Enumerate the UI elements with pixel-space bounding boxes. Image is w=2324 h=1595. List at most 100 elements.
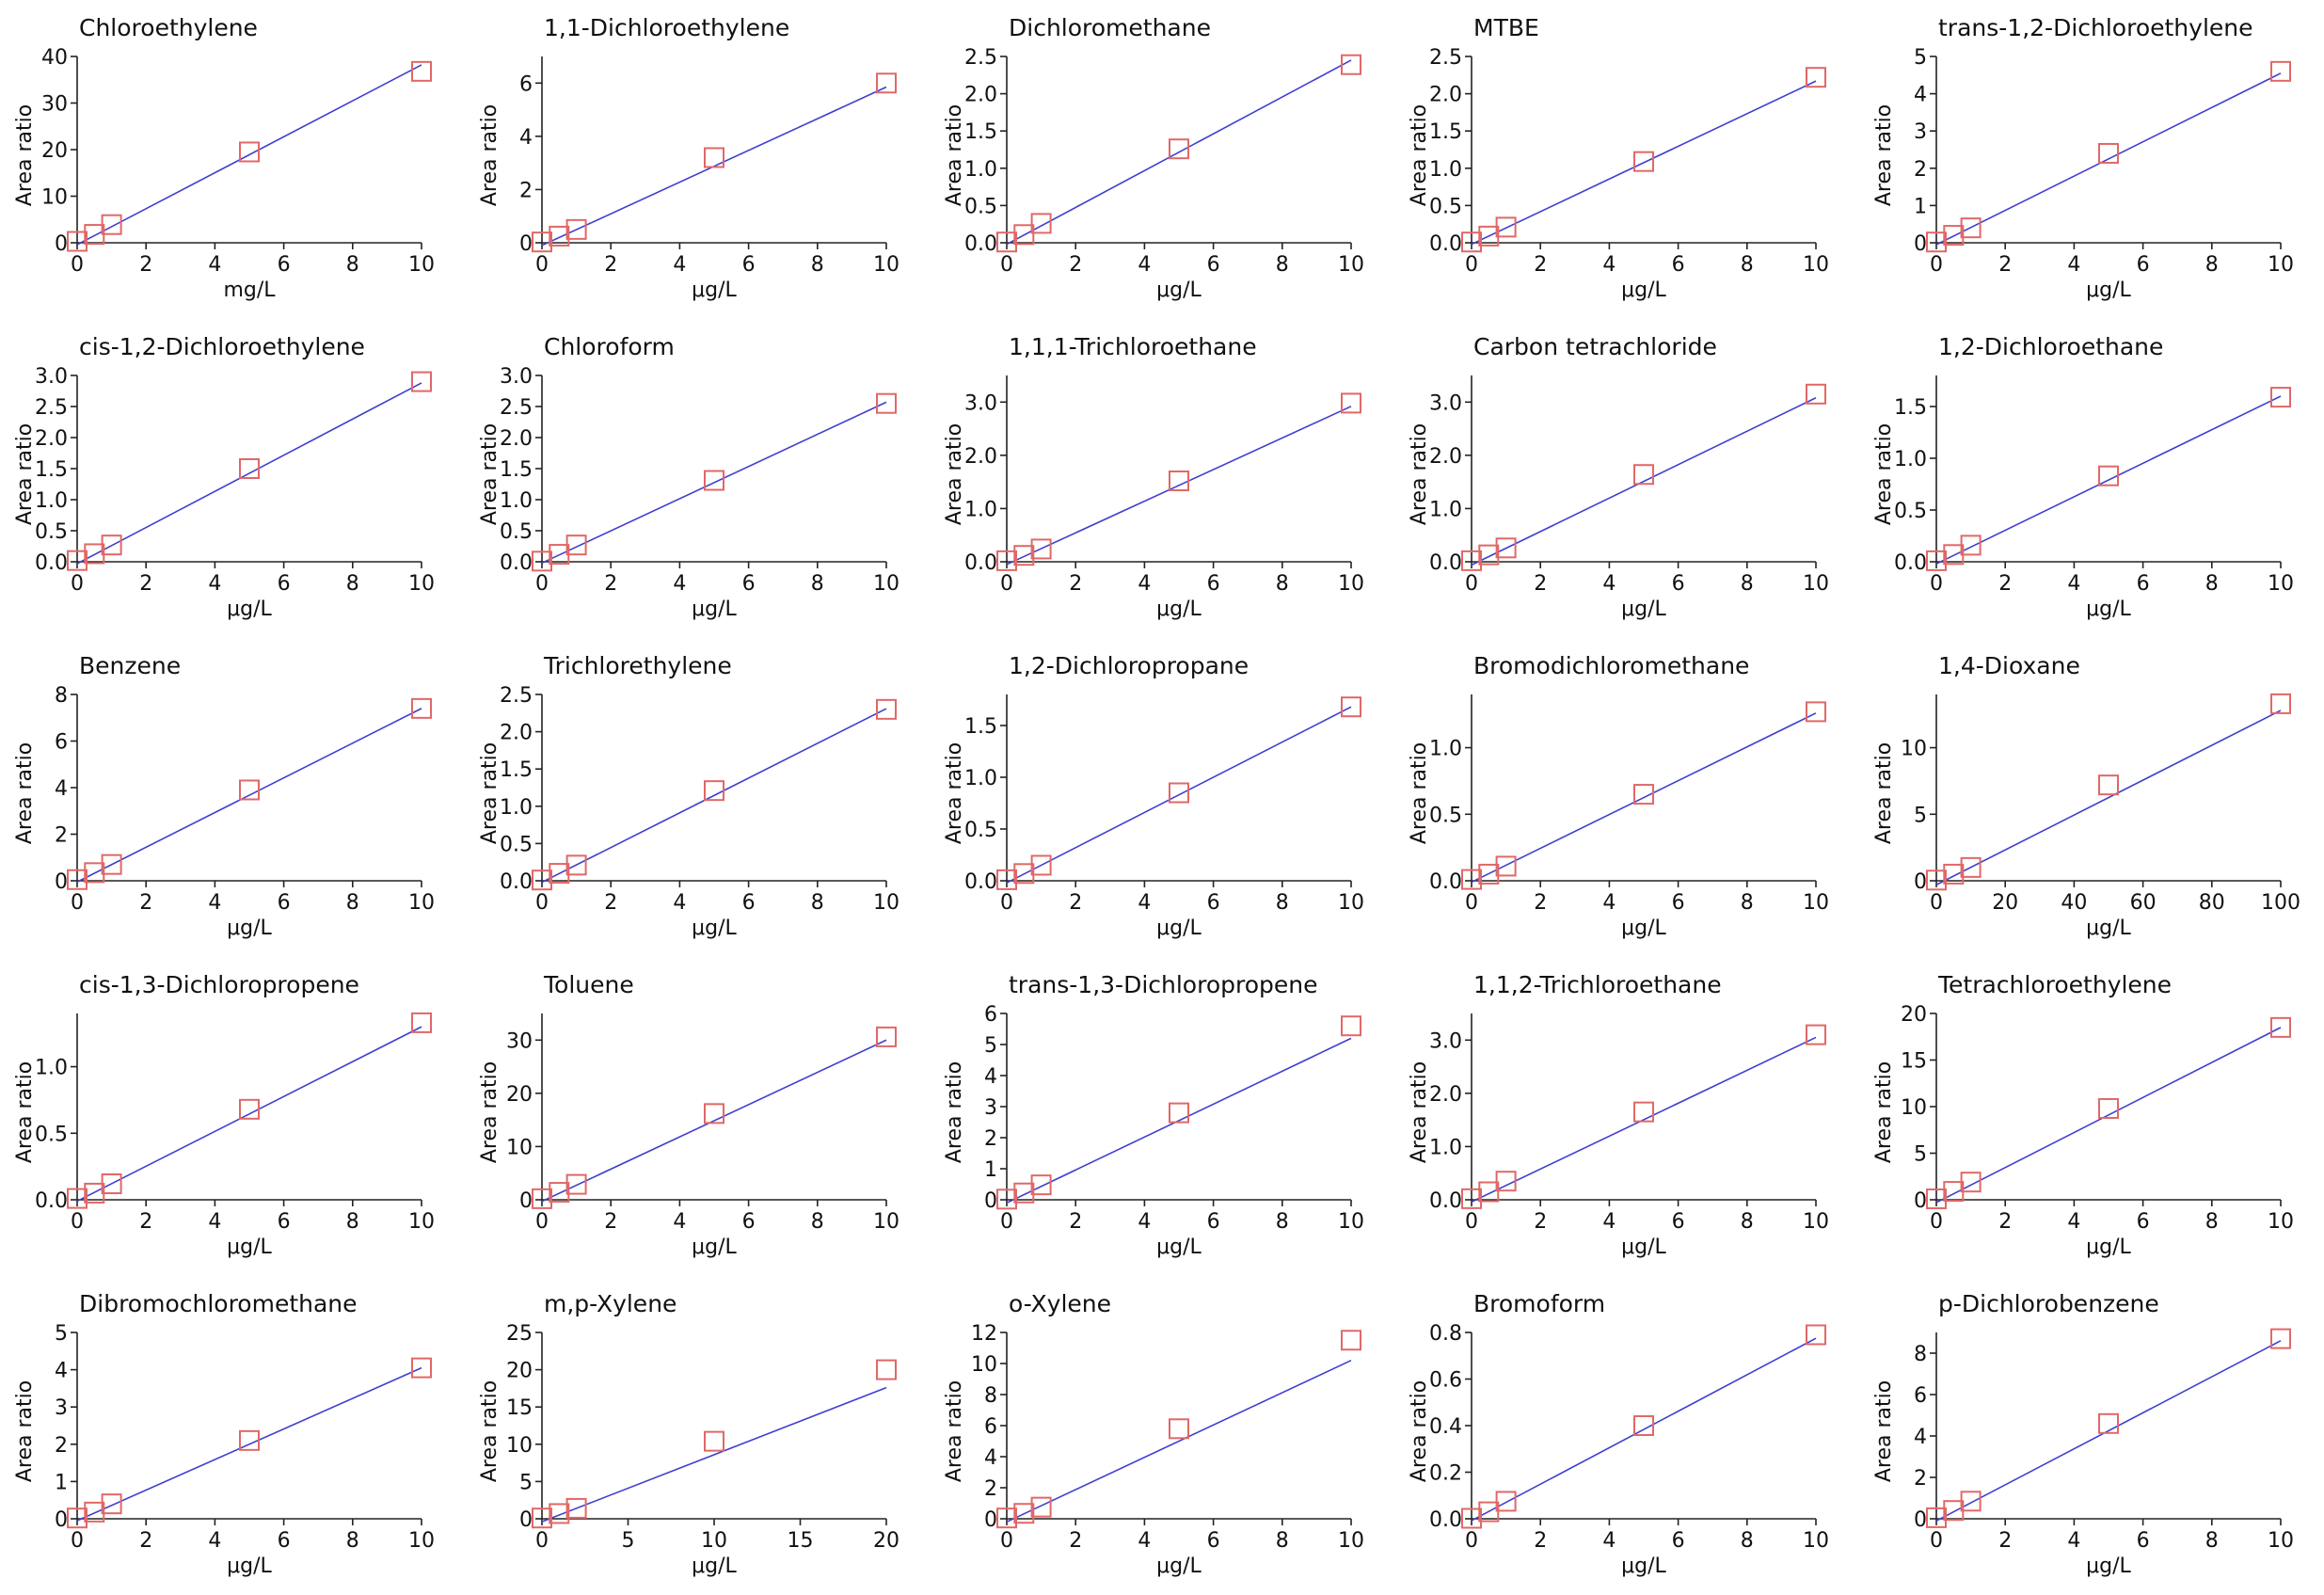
data-point (704, 470, 724, 491)
chart-title: Carbon tetrachloride (1473, 333, 1717, 360)
chart-panel: o-Xylene 0 2 4 6 8 10 12 0 2 4 6 8 10 μg/L Area ratio (930, 1276, 1394, 1595)
regression-line (541, 708, 887, 884)
x-tick-label: 10 (408, 253, 435, 277)
y-axis-label: Area ratio (1872, 742, 1896, 844)
y-tick-label: 0.0 (1429, 232, 1462, 256)
x-axis-label: μg/L (1156, 917, 1202, 940)
data-point (704, 1103, 724, 1124)
y-tick-label: 3 (1914, 120, 1927, 144)
chart-svg: o-Xylene 0 2 4 6 8 10 12 0 2 4 6 8 10 μg/L Area ratio (943, 1290, 1364, 1578)
y-tick-label: 1 (55, 1471, 68, 1494)
chart-panel: Chloroethylene 0 10 20 30 40 0 2 4 6 8 10 mg/L Area r… (0, 0, 465, 319)
y-tick-label: 1.0 (964, 158, 997, 182)
y-tick-label: 2 (55, 1434, 68, 1458)
x-tick-label: 2 (1998, 1529, 2012, 1553)
chart-svg: Chloroethylene 0 10 20 30 40 0 2 4 6 8 10 mg/L Area r… (13, 14, 435, 302)
x-tick-label: 0 (1465, 1210, 1478, 1234)
data-point (67, 1188, 88, 1209)
x-tick-label: 2 (139, 1210, 152, 1234)
data-point (1926, 869, 1947, 891)
chart-svg: Toluene 0 10 20 30 0 2 4 6 8 10 μg/L Area ratio (478, 971, 899, 1259)
y-tick-label: 2.5 (1429, 46, 1462, 70)
regression-line (1006, 1359, 1352, 1523)
data-point (1030, 1496, 1052, 1518)
y-tick-label: 3.0 (1429, 1029, 1462, 1053)
y-tick-label: 2.0 (35, 427, 68, 451)
regression-line (1006, 706, 1352, 884)
x-axis-label: μg/L (1156, 598, 1202, 621)
x-tick-label: 8 (346, 1529, 359, 1553)
y-tick-label: 2.0 (1429, 1083, 1462, 1107)
chart-svg: p-Dichlorobenzene 0 2 4 6 8 0 2 4 6 8 10 μg/L Area ra… (1872, 1290, 2294, 1578)
chart-title: 1,4-Dioxane (1938, 652, 2080, 679)
chart-panel: Toluene 0 10 20 30 0 2 4 6 8 10 μg/L Area ratio (465, 957, 930, 1276)
x-axis-label: μg/L (2086, 279, 2131, 302)
chart-svg: Trichlorethylene 0.0 0.5 1.0 1.5 2.0 2.5 0 2 4 6 8 1… (478, 652, 899, 940)
y-tick-label: 1.5 (35, 458, 68, 482)
data-point (1806, 701, 1826, 723)
x-tick-label: 6 (1672, 1529, 1685, 1553)
y-tick-label: 10 (41, 186, 68, 210)
y-tick-label: 2.5 (35, 396, 68, 420)
data-point (1478, 544, 1500, 566)
x-tick-label: 6 (278, 891, 291, 915)
data-point (996, 550, 1017, 571)
x-tick-label: 0 (71, 1210, 84, 1234)
x-tick-label: 2 (1069, 1529, 1082, 1553)
y-tick-label: 3.0 (964, 391, 997, 415)
y-tick-label: 0.5 (964, 195, 997, 218)
x-tick-label: 8 (1276, 1210, 1289, 1234)
data-point (1495, 216, 1517, 238)
data-point (2270, 1016, 2291, 1038)
data-point (1943, 863, 1965, 885)
y-tick-label: 2.5 (500, 396, 533, 420)
x-tick-label: 6 (278, 1210, 291, 1234)
data-point (411, 1012, 432, 1033)
data-point (1013, 224, 1035, 246)
x-axis-label: μg/L (227, 1236, 272, 1259)
x-tick-label: 0 (1000, 1210, 1013, 1234)
y-tick-label: 0.5 (35, 520, 68, 544)
data-point (1960, 1172, 1982, 1193)
x-tick-label: 10 (1338, 253, 1364, 277)
y-tick-label: 1.0 (1894, 448, 1927, 471)
regression-line (1471, 712, 1817, 884)
regression-line (541, 401, 887, 565)
data-point (532, 1188, 552, 1209)
chart-svg: 1,1,1-Trichloroethane 0.0 1.0 2.0 3.0 0 2 4 6 8 10… (943, 333, 1364, 621)
x-tick-label: 8 (1741, 1210, 1754, 1234)
x-tick-label: 6 (1207, 891, 1220, 915)
x-tick-label: 10 (1338, 1529, 1364, 1553)
chart-title: trans-1,2-Dichloroethylene (1938, 14, 2253, 41)
data-point (2270, 387, 2291, 408)
y-tick-label: 0.5 (35, 1123, 68, 1146)
chart-title: Dichloromethane (1009, 14, 1211, 41)
x-tick-label: 8 (346, 1210, 359, 1234)
chart-panel: 1,2-Dichloropropane 0.0 0.5 1.0 1.5 0 2 4 6 8 10 μg… (930, 638, 1394, 957)
data-point (549, 863, 570, 885)
x-tick-label: 2 (1534, 1210, 1547, 1234)
x-axis-label: μg/L (227, 1555, 272, 1578)
data-point (67, 869, 88, 890)
x-tick-label: 8 (2205, 572, 2219, 596)
x-tick-label: 6 (1672, 572, 1685, 596)
chart-svg: 1,2-Dichloroethane 0.0 0.5 1.0 1.5 0 2 4 6 8 10 μg/… (1872, 333, 2294, 621)
x-tick-label: 80 (2199, 891, 2225, 915)
x-tick-label: 6 (2137, 1210, 2150, 1234)
x-tick-label: 0 (1930, 1210, 1943, 1234)
data-point (565, 854, 587, 876)
x-tick-label: 0 (1930, 253, 1943, 277)
x-axis-label: mg/L (223, 279, 276, 302)
x-tick-label: 20 (873, 1529, 899, 1553)
regression-line (1006, 406, 1352, 566)
x-tick-label: 4 (2067, 1210, 2080, 1234)
data-point (1806, 383, 1826, 405)
data-point (239, 141, 260, 163)
data-point (1461, 869, 1482, 890)
data-point (532, 550, 552, 572)
x-tick-label: 0 (71, 1529, 84, 1553)
data-point (996, 1507, 1017, 1529)
x-axis-label: μg/L (1156, 1555, 1202, 1578)
x-tick-label: 0 (1465, 572, 1478, 596)
y-tick-label: 3.0 (1429, 391, 1462, 415)
